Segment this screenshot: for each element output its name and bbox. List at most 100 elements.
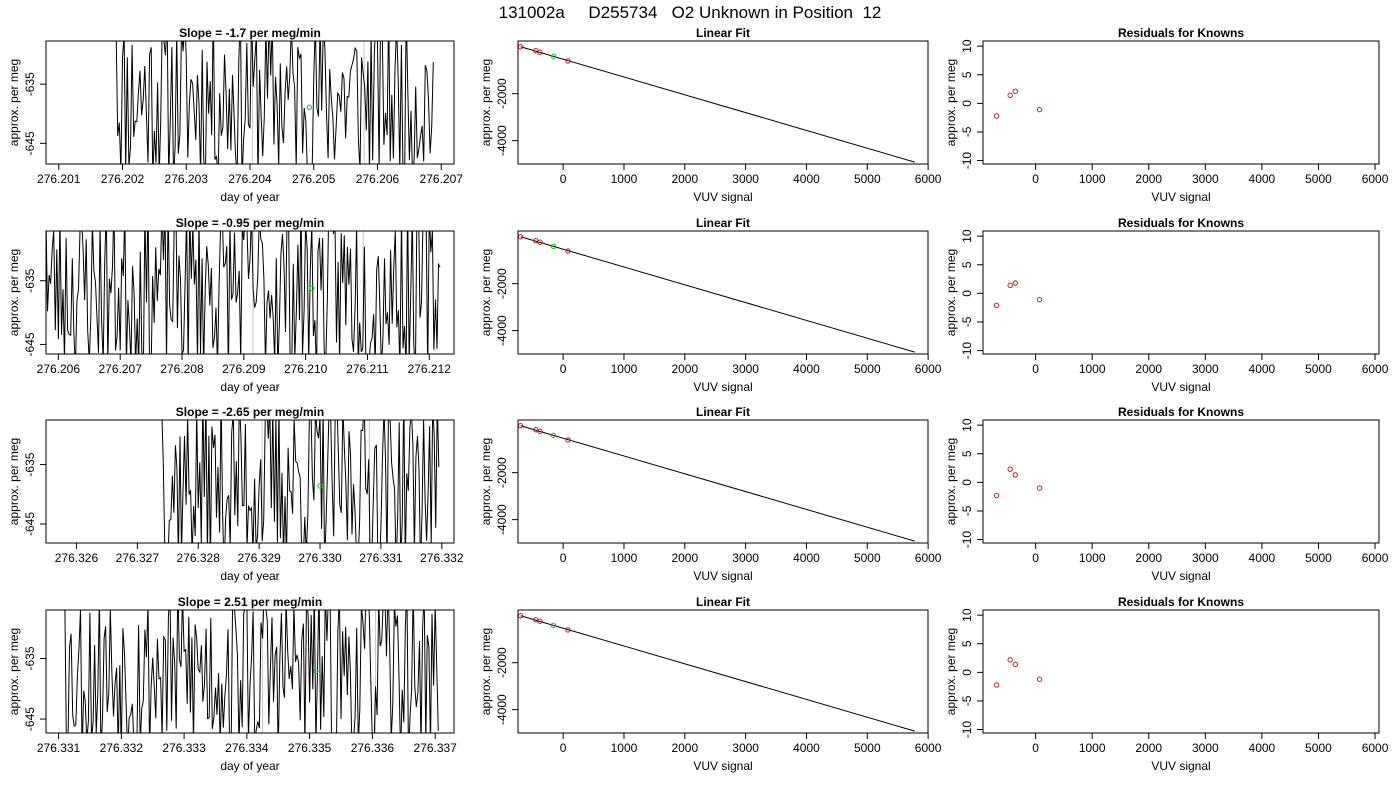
panel-title: Slope = -2.65 per meg/min: [176, 405, 324, 419]
y-tick-label: -645: [23, 332, 37, 356]
x-tick-label: 276.207: [420, 172, 464, 186]
x-axis: 0 1000 2000 3000 4000 5000 6000: [560, 353, 942, 376]
unknown-point: [550, 243, 557, 250]
x-tick-label: 5000: [854, 551, 881, 565]
residual-point: [1036, 296, 1043, 303]
unknown-point: [306, 104, 312, 110]
plot-frame: [45, 40, 455, 165]
y-axis: -645 -635: [23, 452, 47, 536]
plot-frame: [45, 609, 455, 734]
y-axis: -645 -635: [23, 268, 47, 356]
y-tick-label: -4000: [495, 315, 509, 346]
x-axis: 276.206 276.207 276.208 276.209 276.210 276.2…: [37, 353, 451, 376]
x-tick-label: 276.334: [225, 741, 269, 755]
y-tick-label: 5: [960, 71, 974, 78]
x-tick-label: 276.337: [413, 741, 457, 755]
plot-frame: [45, 230, 455, 355]
panel-r2c1: Slope = -0.95 per meg/min day of year appr…: [7, 216, 455, 394]
unknown-point: [313, 668, 319, 674]
residual-point: [1007, 92, 1013, 99]
y-tick-label: -10: [960, 152, 974, 170]
residual-point: [1012, 472, 1018, 478]
panel-title: Slope = 2.51 per meg/min: [178, 595, 322, 609]
x-tick-label: 5000: [854, 362, 881, 376]
y-axis-label: approx. per meg: [944, 59, 958, 146]
known-point: [565, 248, 571, 254]
x-tick-label: 276.336: [351, 741, 395, 755]
x-tick-label: 5000: [1305, 741, 1332, 755]
residual-point: [1012, 88, 1018, 95]
x-tick-label: 276.209: [222, 362, 266, 376]
x-axis: 0 1000 2000 3000 4000 5000 6000: [1032, 353, 1389, 376]
plot-frame: [982, 609, 1380, 734]
x-axis-label: VUV signal: [693, 759, 752, 773]
x-tick-label: 3000: [732, 741, 759, 755]
y-axis-label: approx. per meg: [479, 438, 493, 525]
x-tick-label: 0: [1032, 172, 1039, 186]
plot-area: [518, 44, 915, 163]
y-axis: -645 -635: [23, 646, 47, 731]
x-tick-label: 2000: [1135, 551, 1162, 565]
x-tick-label: 276.333: [162, 741, 206, 755]
y-tick-label: -645: [23, 707, 37, 731]
y-tick-label: -5: [960, 316, 974, 327]
panel-title: Residuals for Knowns: [1118, 405, 1244, 419]
unknown-point: [550, 53, 557, 60]
y-tick-label: 10: [960, 229, 974, 243]
y-tick-label: 10: [960, 608, 974, 622]
y-tick-label: 10: [960, 418, 974, 432]
x-tick-label: 276.201: [37, 172, 81, 186]
y-axis-label: approx. per meg: [7, 628, 21, 715]
plot-frame: [982, 419, 1380, 544]
x-axis: 276.326 276.327 276.328 276.329 276.330 276.3…: [55, 542, 464, 565]
x-tick-label: 6000: [915, 551, 942, 565]
residual-point: [1007, 466, 1013, 472]
y-tick-label: -5: [960, 505, 974, 516]
y-tick-label: -2000: [495, 647, 509, 678]
x-tick-label: 1000: [1079, 362, 1106, 376]
residual-point: [993, 682, 1000, 688]
y-axis: -4000 -2000: [495, 78, 519, 156]
x-tick-label: 3000: [1192, 172, 1219, 186]
plot-frame: [517, 40, 929, 165]
y-tick-label: -635: [23, 646, 37, 670]
y-tick-label: -10: [960, 342, 974, 360]
x-tick-label: 276.332: [420, 551, 464, 565]
y-axis: -4000 -2000: [495, 647, 519, 725]
x-tick-label: 276.205: [292, 172, 336, 186]
panel-title: Linear Fit: [696, 216, 750, 230]
plot-area: [993, 280, 1043, 309]
y-tick-label: -2000: [495, 268, 509, 299]
figure-title: 131002a D255734 O2 Unknown in Position 1…: [499, 3, 882, 22]
plot-area: [993, 657, 1043, 688]
x-tick-label: 4000: [793, 741, 820, 755]
y-axis: -10 -5 0 5 10: [960, 229, 984, 360]
x-tick-label: 4000: [1249, 172, 1276, 186]
x-tick-label: 1000: [1079, 172, 1106, 186]
plot-frame: [982, 230, 1380, 355]
residual-point: [993, 492, 1000, 499]
y-axis-label: approx. per meg: [944, 628, 958, 715]
x-axis-label: VUV signal: [693, 190, 752, 204]
plot-frame: [517, 609, 929, 734]
x-tick-label: 3000: [1192, 362, 1219, 376]
x-tick-label: 276.331: [359, 551, 403, 565]
panel-r3c3: Residuals for Knowns VUV signal approx. pe…: [944, 405, 1389, 583]
y-tick-label: -645: [23, 512, 37, 536]
y-tick-label: -635: [23, 268, 37, 292]
panel-r1c3: Residuals for Knowns VUV signal approx. pe…: [944, 26, 1389, 204]
plot-area: [993, 466, 1043, 499]
panel-r1c2: Linear Fit VUV signal approx. per meg 0 1000…: [479, 26, 942, 204]
x-tick-label: 4000: [793, 172, 820, 186]
panel-r4c2: Linear Fit VUV signal approx. per meg 0 1000…: [479, 595, 942, 773]
timeseries-line: [46, 231, 441, 354]
x-tick-label: 1000: [1079, 551, 1106, 565]
y-tick-label: -635: [23, 452, 37, 476]
known-point: [537, 239, 543, 245]
plot-area: [161, 420, 440, 543]
x-tick-label: 6000: [1362, 172, 1389, 186]
x-axis-label: day of year: [220, 190, 279, 204]
x-tick-label: 276.204: [228, 172, 272, 186]
y-tick-label: -5: [960, 126, 974, 137]
panel-r3c1: Slope = -2.65 per meg/min day of year appr…: [7, 405, 464, 583]
